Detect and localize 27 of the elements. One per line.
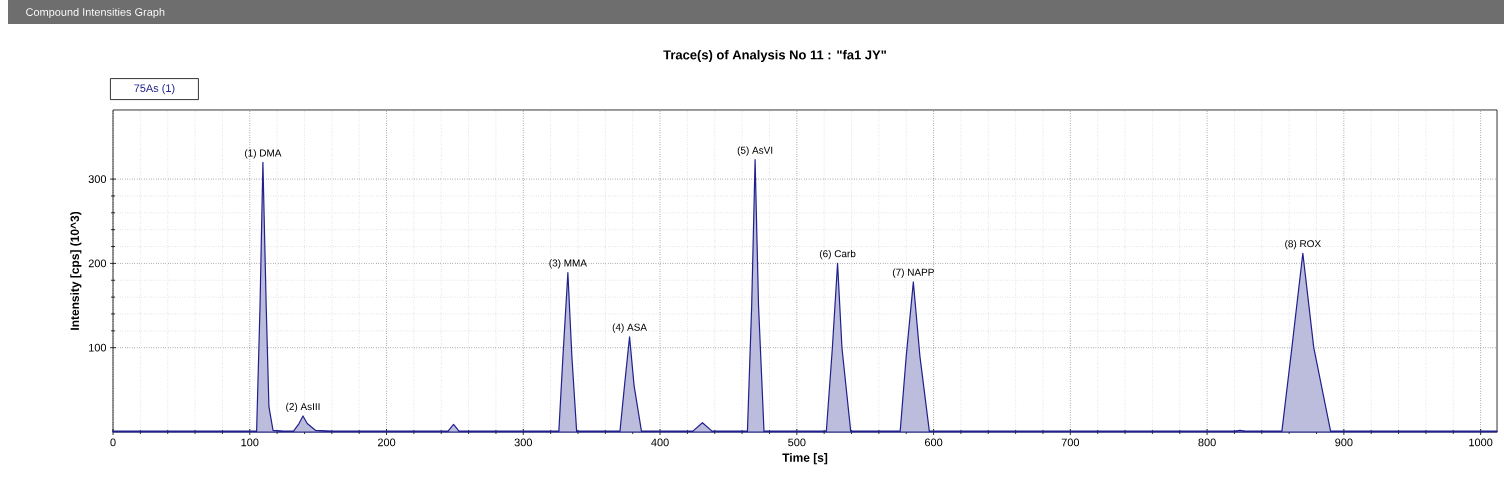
annotation: (1) DMA: [244, 149, 282, 159]
annotation: (4) ASA: [612, 323, 647, 333]
x-tick-label: 0: [110, 438, 116, 447]
x-tick-label: 100: [241, 438, 259, 447]
x-tick-label: 300: [514, 438, 532, 447]
y-tick-label: 100: [89, 343, 107, 352]
x-axis-title: Time [s]: [782, 453, 828, 465]
x-tick-label: 200: [377, 438, 396, 447]
annotation: (6) Carb: [819, 249, 856, 260]
x-tick-label: 400: [651, 438, 669, 447]
x-tick-label: 900: [1335, 438, 1353, 447]
chart-title: Trace(s) of Analysis No 11 : "fa1 JY": [663, 49, 886, 63]
x-tick-label: 1000: [1469, 438, 1493, 447]
x-tick-label: 500: [788, 438, 806, 447]
text: Compound Intensities Graph: [26, 7, 165, 19]
x-tick-label: 800: [1198, 438, 1216, 447]
x-tick-label: 600: [925, 438, 943, 447]
y-tick-label: 200: [88, 259, 107, 268]
y-axis-title: Intensity [cps] (10^3): [70, 211, 82, 330]
annotation: (2) AsIII: [286, 402, 320, 413]
x-tick-label: 700: [1061, 438, 1080, 447]
annotation: (3) MMA: [549, 259, 587, 269]
annotation: (8) ROX: [1285, 239, 1321, 250]
text: 75As (1): [134, 83, 175, 95]
annotation: (7) NAPP: [892, 268, 934, 278]
y-tick-label: 300: [88, 175, 107, 183]
annotation: (5) AsVI: [737, 146, 773, 156]
